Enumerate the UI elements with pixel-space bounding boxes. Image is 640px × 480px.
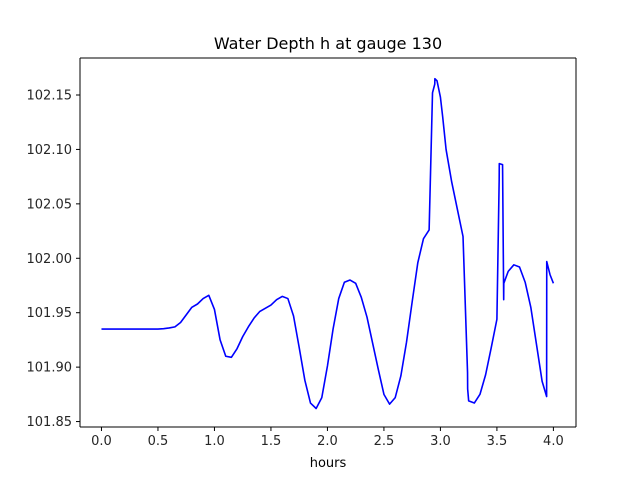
y-tick-label: 102.00 (27, 252, 73, 267)
x-tick-label: 2.0 (317, 434, 338, 449)
plot-frame (79, 57, 577, 428)
x-tick-label: 4.0 (543, 434, 564, 449)
y-tick-label: 102.10 (27, 143, 73, 158)
x-axis: 0.0 0.5 1.0 1.5 2.0 2.5 3.0 3.5 4.0 (91, 427, 564, 449)
y-tick-label: 102.15 (27, 89, 73, 104)
x-tick-label: 3.5 (487, 434, 508, 449)
y-tick-label: 102.05 (27, 197, 73, 212)
x-tick-label: 0.5 (148, 434, 169, 449)
y-tick-label: 101.90 (27, 361, 73, 376)
plot-area (80, 58, 576, 427)
y-tick-label: 101.85 (27, 415, 73, 430)
chart-title: Water Depth h at gauge 130 (214, 34, 442, 53)
x-tick-label: 2.5 (374, 434, 395, 449)
x-tick-label: 1.0 (204, 434, 225, 449)
x-tick-label: 1.5 (261, 434, 282, 449)
data-layer (101, 77, 555, 410)
y-tick-label: 101.95 (27, 306, 73, 321)
series-line (101, 77, 555, 410)
x-axis-label: hours (310, 456, 347, 471)
x-tick-label: 3.0 (430, 434, 451, 449)
x-tick-label: 0.0 (91, 434, 112, 449)
y-axis: 101.85 101.90 101.95 102.00 102.05 102.10 102.… (27, 89, 80, 430)
